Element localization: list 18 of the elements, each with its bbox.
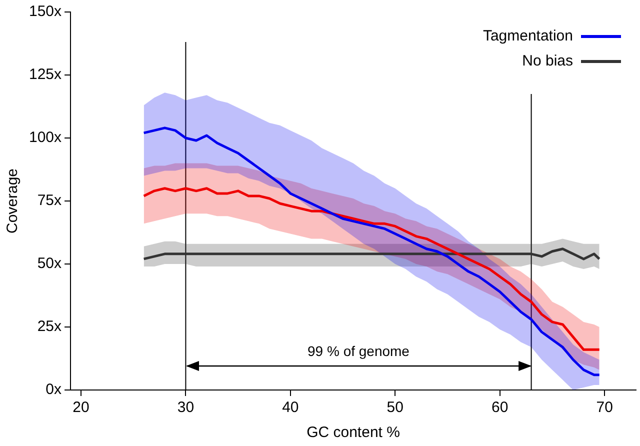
- y-tick-label: 125x: [28, 66, 62, 84]
- y-tick-label: 25x: [37, 318, 62, 336]
- x-tick-label: 60: [492, 399, 508, 416]
- y-tick-label: 75x: [37, 192, 62, 210]
- y-tick-label: 0x: [46, 381, 62, 398]
- x-tick-label: 50: [386, 399, 404, 416]
- x-tick-label: 40: [282, 399, 299, 416]
- y-tick-label: 50x: [37, 255, 62, 272]
- legend-label: Tagmentation: [482, 28, 573, 45]
- x-tick-label: 20: [72, 399, 90, 416]
- x-tick-label: 70: [596, 399, 613, 416]
- y-tick-label: 100x: [28, 129, 62, 146]
- x-axis-title: GC content %: [306, 424, 400, 442]
- y-axis-title: Coverage: [4, 168, 22, 234]
- y-tick-label: 150x: [28, 3, 62, 20]
- x-tick-label: 30: [177, 399, 194, 416]
- annotation: 99 % of genome: [308, 342, 410, 359]
- legend-label: No bias: [522, 52, 573, 70]
